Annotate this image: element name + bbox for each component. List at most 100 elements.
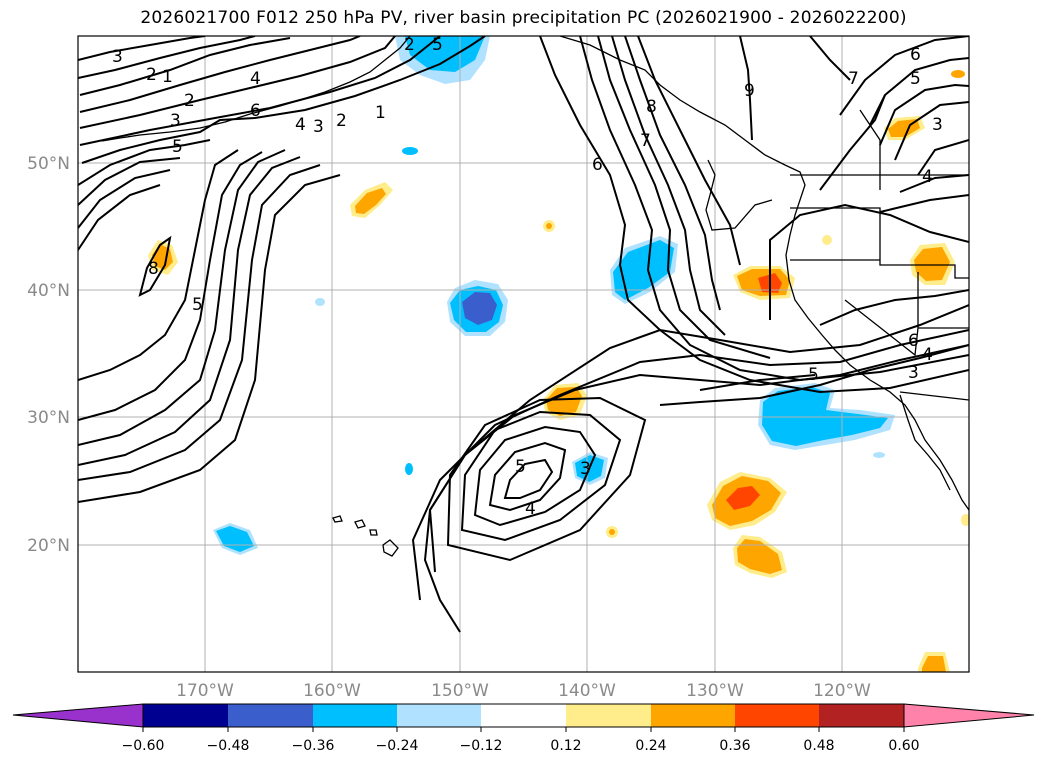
pv-contour <box>819 94 886 191</box>
colorbar-tick-label: −0.36 <box>292 738 335 754</box>
pv-contour <box>699 374 816 391</box>
colorbar-tick-label: −0.60 <box>122 738 165 754</box>
colorbar-frame <box>142 703 905 728</box>
precip-blob-pos <box>951 70 965 78</box>
colorbar-ticks <box>142 727 905 732</box>
pv-contour <box>879 83 969 146</box>
contour-label: 6 <box>908 331 919 351</box>
colorbar-segment <box>819 704 904 727</box>
coastline <box>705 159 773 231</box>
colorbar-segment <box>566 704 651 727</box>
pv-contour <box>769 203 969 320</box>
pv-contour <box>894 101 969 161</box>
colorbar-extend-min <box>12 703 144 728</box>
contour-label: 5 <box>515 457 526 477</box>
contour-label: 4 <box>295 115 306 135</box>
pv-contour <box>659 344 969 406</box>
lon-labels: 170°W 160°W 150°W 140°W 130°W 120°W <box>176 681 871 701</box>
pv-contour <box>879 194 969 213</box>
contour-label: 4 <box>250 69 261 89</box>
lat-labels: 50°N 40°N 30°N 20°N <box>27 154 70 556</box>
contour-label: 3 <box>908 363 919 383</box>
precip-blob-neg <box>462 292 497 325</box>
pv-contour <box>78 174 341 503</box>
contour-label: 5 <box>808 365 819 385</box>
contour-label: 5 <box>432 35 443 55</box>
precip-blob-neg <box>405 463 413 475</box>
pv-contour <box>78 157 181 206</box>
pv-contour <box>611 36 726 336</box>
contour-label: 7 <box>848 69 859 89</box>
colorbar-segment <box>143 704 228 727</box>
colorbar-segment <box>481 704 566 727</box>
contour-label: 9 <box>744 81 755 101</box>
colorbar-tick-label: −0.12 <box>460 738 503 754</box>
state-border <box>859 109 881 190</box>
pv-contour <box>138 235 172 297</box>
precip-blob-neg <box>613 240 674 300</box>
colorbar-tick-label: 0.48 <box>803 738 834 754</box>
colorbar-tick-label: 0.12 <box>550 738 581 754</box>
lon-label: 120°W <box>813 681 871 701</box>
precip-blob-pos <box>914 247 950 281</box>
hawaii-island <box>382 539 399 557</box>
pv-contour <box>446 396 647 562</box>
contour-label-layer: 3 2 1 2 3 5 4 6 4 3 2 1 8 5 2 5 5 4 3 8 … <box>112 35 943 519</box>
coastline <box>899 394 951 491</box>
pv-contour <box>488 441 567 512</box>
contour-label: 4 <box>525 499 536 519</box>
lon-label: 150°W <box>431 681 489 701</box>
gridlines <box>78 36 969 672</box>
contour-label: 2 <box>146 65 157 85</box>
pv-contour <box>78 36 256 79</box>
pv-contour <box>78 184 161 251</box>
pv-contour <box>78 139 211 186</box>
pv-contour <box>839 36 969 116</box>
pv-contour <box>637 36 741 266</box>
contour-label: 4 <box>922 167 933 187</box>
precip-blob-neg <box>402 147 418 155</box>
pv-contour <box>78 36 206 61</box>
contour-label: 8 <box>646 97 657 117</box>
hawaii-island <box>369 529 378 536</box>
contour-label: 3 <box>112 47 123 67</box>
lat-label: 20°N <box>27 536 70 556</box>
lon-label: 170°W <box>176 681 234 701</box>
pv-contour <box>81 36 486 164</box>
pv-contour <box>539 36 969 394</box>
contour-label: 7 <box>640 131 651 151</box>
contour-label: 8 <box>148 259 159 279</box>
contour-label: 1 <box>162 67 173 87</box>
contour-label: 3 <box>313 117 324 137</box>
coastline <box>559 36 969 511</box>
colorbar-segment <box>228 704 313 727</box>
colorbar-tick-label: 0.24 <box>635 738 666 754</box>
pv-contour <box>78 156 301 466</box>
precip-blob-pos <box>737 539 782 574</box>
pv-contour <box>819 289 969 326</box>
pv-contour <box>579 36 969 382</box>
contour-label: 5 <box>172 137 183 157</box>
colorbar: −0.60 −0.48 −0.36 −0.24 −0.12 0.12 0.24 … <box>12 703 1035 754</box>
contour-label: 2 <box>336 111 347 131</box>
lon-label: 160°W <box>303 681 361 701</box>
map-frame <box>77 35 970 673</box>
contour-label: 6 <box>592 155 603 175</box>
map-area[interactable] <box>78 36 969 672</box>
pv-contour <box>739 36 753 141</box>
pv-contour <box>473 425 597 527</box>
precip-blob-pos <box>546 387 582 416</box>
precip-blob-neg <box>315 298 325 306</box>
lat-label: 50°N <box>27 154 70 174</box>
pv-contours <box>78 36 969 633</box>
precip-blob-neg <box>873 452 885 458</box>
precip-blob-pos <box>609 529 615 535</box>
pv-contour <box>79 36 441 146</box>
lat-label: 40°N <box>27 281 70 301</box>
contour-label: 1 <box>375 103 386 123</box>
pv-contour <box>79 37 291 96</box>
pv-contour <box>79 36 396 129</box>
hawaii-island <box>354 519 366 529</box>
pv-contour <box>460 410 622 542</box>
